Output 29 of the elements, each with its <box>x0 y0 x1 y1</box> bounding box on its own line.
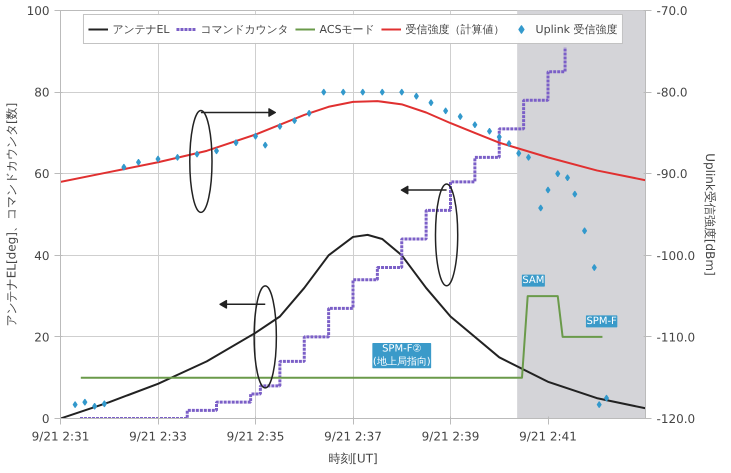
y-tick-label: 80 <box>34 86 50 100</box>
x-tick-label: 9/21 2:37 <box>324 430 382 444</box>
y-tick-label: 100 <box>26 4 50 18</box>
legend-label: コマンドカウンタ <box>200 22 289 36</box>
y2-tick-label: -100.0 <box>656 248 696 263</box>
legend-label: Uplink 受信強度 <box>536 22 618 36</box>
legend-label: 受信強度（計算値） <box>406 22 505 36</box>
x-tick-label: 9/21 2:41 <box>519 430 577 444</box>
x-axis-title: 時刻[UT] <box>328 452 378 466</box>
y-tick-label: 40 <box>34 248 50 263</box>
annotation: SPM-F <box>586 316 618 327</box>
y2-tick-label: -70.0 <box>656 4 688 18</box>
y-tick-label: 60 <box>34 167 50 182</box>
y-axis-title: アンテナEL[deg]、コマンドカウンタ[数] <box>4 102 19 326</box>
annotation: SAM <box>522 275 544 286</box>
x-tick-label: 9/21 2:35 <box>226 430 284 444</box>
y2-tick-label: -120.0 <box>656 412 696 426</box>
annotation: SPM-F② (地上局指向) <box>372 344 431 368</box>
x-tick-label: 9/21 2:33 <box>129 430 187 444</box>
y2-tick-label: -80.0 <box>656 86 688 100</box>
y-tick-label: 0 <box>42 412 50 426</box>
x-tick-label: 9/21 2:39 <box>422 430 480 444</box>
x-tick-label: 9/21 2:31 <box>32 430 90 444</box>
y2-tick-label: -90.0 <box>656 167 688 182</box>
y2-tick-label: -110.0 <box>656 330 696 344</box>
legend-label: アンテナEL <box>112 22 170 36</box>
y2-axis-title: Uplink受信強度[dBm] <box>703 153 718 276</box>
y-tick-label: 20 <box>34 330 50 344</box>
legend-label: ACSモード <box>320 22 375 36</box>
